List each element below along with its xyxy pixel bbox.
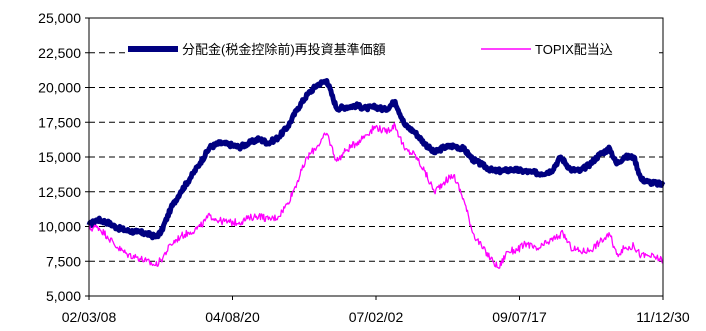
x-tick-label: 11/12/30 <box>636 309 690 325</box>
y-tick-label: 12,500 <box>38 184 81 200</box>
x-tick-label: 09/07/17 <box>492 309 547 325</box>
series-line-nav <box>89 81 663 238</box>
y-tick-label: 10,000 <box>38 219 81 235</box>
y-tick-label: 17,500 <box>38 114 81 130</box>
y-tick-label: 25,000 <box>38 10 81 26</box>
x-axis: 02/03/08 04/08/20 07/02/02 09/07/17 11/12/30 <box>62 296 690 325</box>
legend-label-topix: TOPIX配当込 <box>535 42 613 57</box>
gridlines <box>89 53 663 262</box>
y-tick-label: 5,000 <box>46 288 81 304</box>
legend-label-nav: 分配金(税金控除前)再投資基準価額 <box>182 42 386 57</box>
y-tick-label: 7,500 <box>46 253 81 269</box>
y-tick-label: 22,500 <box>38 45 81 61</box>
legend: 分配金(税金控除前)再投資基準価額 TOPIX配当込 <box>126 38 656 60</box>
x-tick-label: 02/03/08 <box>62 309 117 325</box>
y-tick-label: 15,000 <box>38 149 81 165</box>
series-line-topix <box>89 123 663 268</box>
y-axis: 5,000 7,500 10,000 12,500 15,000 17,500 20,000… <box>38 10 89 304</box>
x-tick-label: 07/02/02 <box>349 309 404 325</box>
x-tick-label: 04/08/20 <box>205 309 260 325</box>
series-lines <box>89 81 663 269</box>
y-tick-label: 20,000 <box>38 80 81 96</box>
